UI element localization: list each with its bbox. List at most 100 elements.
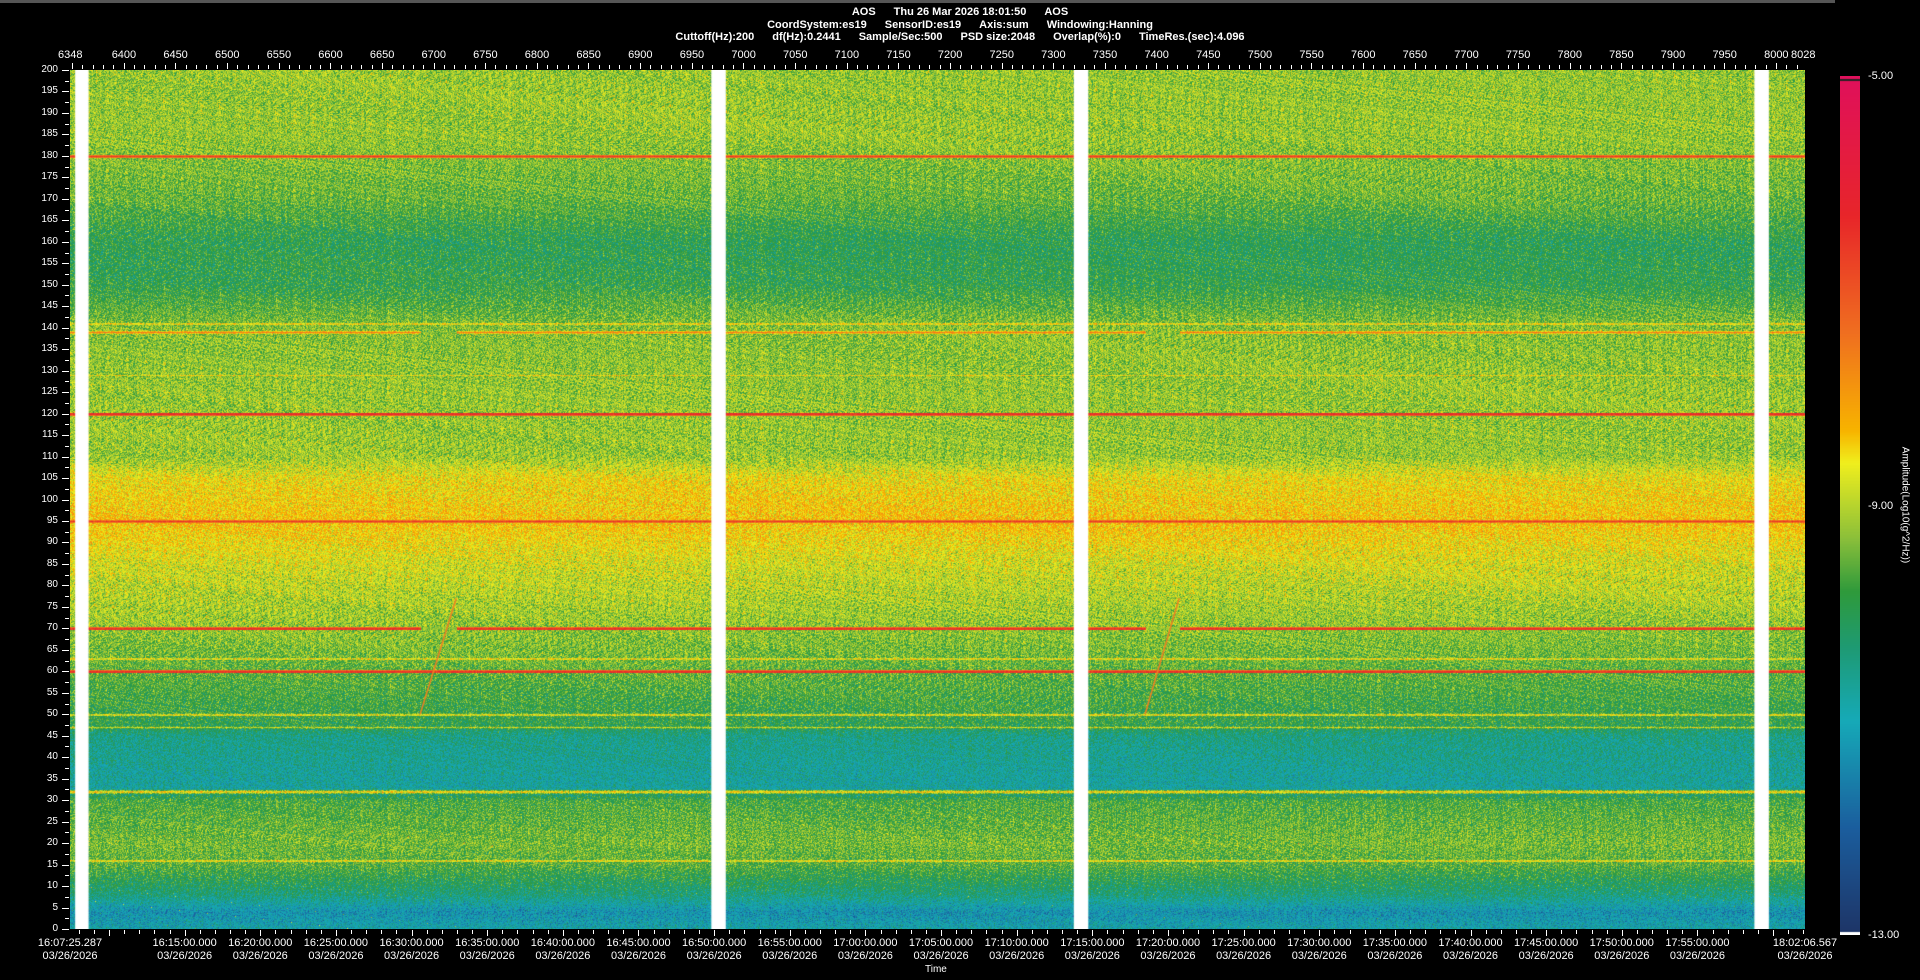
top-axis-tick-label: 7550 — [1299, 49, 1324, 61]
top-axis-tick-label: 7900 — [1660, 49, 1686, 61]
time-axis-tick — [1228, 930, 1230, 934]
top-axis-tick-label: 7800 — [1557, 49, 1583, 61]
top-axis-tick-label: 7750 — [1505, 49, 1531, 61]
top-axis-tick — [846, 63, 848, 69]
y-axis-minor-tick — [65, 467, 69, 469]
time-axis-tick-label: 17:55:00.000 — [1665, 937, 1730, 949]
top-axis-tick — [195, 65, 197, 69]
top-axis-tick — [1755, 65, 1757, 69]
time-axis-tick — [411, 930, 413, 936]
time-axis-tick-label: 17:25:00.000 — [1211, 937, 1276, 949]
top-axis-tick — [1404, 65, 1406, 69]
top-axis-tick — [764, 65, 765, 69]
time-axis-tick — [1546, 930, 1548, 936]
top-axis-tick — [640, 63, 642, 69]
y-axis-tick-label: 40 — [46, 751, 58, 763]
y-axis-tick — [62, 456, 69, 458]
top-axis-tick — [350, 65, 352, 69]
top-axis-tick — [980, 65, 982, 69]
time-axis-tick — [925, 930, 927, 934]
y-axis-tick-label: 20 — [46, 837, 58, 849]
top-axis-tick — [1776, 63, 1778, 69]
y-axis-tick — [62, 91, 69, 93]
top-axis-tick — [268, 65, 270, 69]
time-axis-tick — [729, 930, 731, 934]
y-axis-tick — [62, 177, 69, 179]
top-axis-tick — [1414, 63, 1416, 69]
time-axis-tick — [744, 930, 746, 934]
y-axis-minor-tick — [65, 789, 69, 791]
top-axis-tick-label: 6600 — [318, 49, 343, 61]
header-axis: Axis:sum — [979, 19, 1029, 31]
y-axis-tick-label: 100 — [41, 493, 58, 505]
top-axis-tick — [671, 65, 673, 69]
top-axis-tick — [1569, 63, 1571, 69]
top-axis-tick — [1290, 65, 1292, 69]
y-axis-minor-tick — [65, 123, 69, 125]
top-axis-tick — [278, 63, 280, 69]
top-axis-tick — [1352, 65, 1354, 69]
y-axis-minor-tick — [65, 231, 69, 233]
time-axis-tick-date: 03/26/2026 — [1442, 950, 1499, 962]
time-axis-tick-date: 03/26/2026 — [610, 950, 667, 962]
time-axis-tick — [1319, 930, 1321, 936]
top-axis-tick — [113, 65, 115, 69]
time-axis-tick — [1379, 930, 1381, 934]
time-axis-tick — [1652, 930, 1654, 934]
time-axis-tick-label: 16:55:00.000 — [757, 937, 822, 949]
time-axis-tick — [1636, 930, 1638, 934]
spectrogram-plot[interactable] — [70, 70, 1805, 929]
header-overlap: Overlap(%):0 — [1053, 31, 1121, 43]
y-axis-tick — [62, 886, 69, 888]
top-axis-tick — [1042, 65, 1044, 69]
y-axis-minor-tick — [65, 445, 69, 447]
y-axis-tick-label: 65 — [46, 643, 58, 655]
time-axis-tick-date: 03/26/2026 — [837, 950, 893, 962]
time-axis-tick — [1016, 930, 1018, 936]
y-axis-tick — [62, 284, 69, 286]
y-axis-tick-label: 145 — [41, 300, 58, 312]
time-axis-tick — [1394, 930, 1396, 936]
top-axis-tick — [887, 65, 889, 69]
spectrogram-heatmap — [70, 70, 1805, 929]
top-axis-tick — [1641, 65, 1643, 69]
time-axis-tick-label: 18:02:06.567 — [1772, 937, 1838, 949]
top-axis-tick — [495, 65, 497, 69]
time-axis-tick — [638, 930, 640, 936]
y-axis-minor-tick — [65, 402, 69, 404]
top-axis-tick-label: 7200 — [937, 49, 963, 61]
time-axis-tick-label: 17:45:00.000 — [1514, 937, 1579, 949]
top-axis-tick — [1424, 65, 1426, 69]
top-axis-tick — [1228, 65, 1230, 69]
top-axis-tick — [1714, 65, 1716, 69]
top-axis-tick — [547, 65, 549, 69]
y-axis-tick-label: 45 — [46, 729, 58, 741]
time-axis-tick-label: 16:25:00.000 — [303, 937, 369, 949]
y-axis-tick — [62, 499, 69, 501]
top-axis-tick-label: 7850 — [1609, 49, 1634, 61]
time-axis-tick — [169, 930, 171, 934]
top-axis-tick-label: 7500 — [1247, 49, 1273, 61]
time-axis-tick — [1198, 930, 1200, 934]
y-axis-tick-label: 5 — [52, 901, 58, 913]
y-axis-minor-tick — [65, 875, 69, 877]
time-axis-tick — [124, 930, 126, 934]
time-axis-tick — [1304, 930, 1306, 934]
time-axis-tick-date: 03/26/2026 — [913, 950, 969, 962]
header-line-2: CoordSystem:es19 SensorID:es19 Axis:sum Win… — [0, 19, 1920, 31]
y-axis-minor-tick — [65, 510, 69, 512]
y-axis-minor-tick — [65, 274, 69, 275]
y-axis-tick-label: 25 — [46, 815, 58, 827]
top-axis-tick — [578, 65, 580, 69]
header-datetime: Thu 26 Mar 2026 18:01:50 — [893, 6, 1027, 18]
top-axis-tick — [319, 65, 321, 69]
top-axis-tick — [536, 63, 538, 69]
top-axis-tick — [991, 65, 993, 69]
time-axis-tick — [199, 930, 201, 934]
time-axis-tick-date: 03/26/2026 — [686, 950, 742, 962]
time-axis-tick — [835, 930, 837, 934]
top-axis-tick — [825, 65, 827, 69]
y-axis-minor-tick — [65, 188, 69, 190]
time-axis-tick-date: 03/26/2026 — [1367, 950, 1423, 962]
top-axis-tick — [733, 65, 735, 69]
